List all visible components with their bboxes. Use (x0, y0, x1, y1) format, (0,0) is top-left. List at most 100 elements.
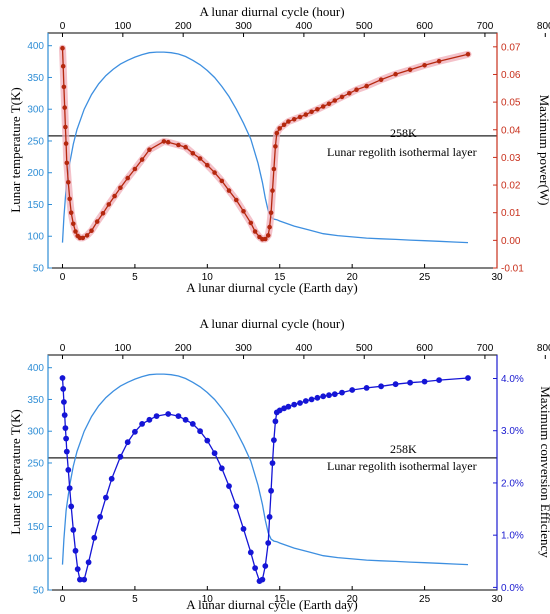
efficiency-point (63, 435, 69, 442)
efficiency-point (266, 514, 273, 520)
right-y-tick-label: 0.06 (501, 70, 521, 81)
power-point (274, 130, 280, 136)
x-tick-label: 5 (132, 272, 138, 283)
power-point (354, 87, 359, 92)
power-point (67, 196, 72, 202)
temperature-line (61, 51, 469, 244)
x-tick-label: 5 (132, 594, 138, 605)
top-x-tick-label: 500 (356, 343, 373, 354)
efficiency-point (233, 503, 240, 510)
efficiency-point (291, 401, 298, 408)
top-x-tick-label: 600 (416, 343, 433, 354)
efficiency-point (349, 387, 356, 393)
left-y-tick-label: 400 (27, 363, 44, 374)
power-point (106, 202, 112, 207)
power-point (68, 210, 74, 215)
efficiency-point (108, 475, 115, 482)
left-y-tick-label: 200 (27, 490, 44, 501)
top-x-tick-label: 800 (537, 21, 550, 32)
power-point (277, 126, 283, 131)
x-tick-label: 20 (347, 272, 359, 283)
efficiency-point (62, 425, 69, 431)
axes: 0510152025300100200300400500600700800501… (27, 21, 550, 283)
power-point (125, 175, 130, 181)
x-tick-label: 0 (60, 272, 66, 283)
efficiency-point (74, 566, 81, 572)
right-y-tick-label: 0.02 (501, 181, 521, 192)
power-point (252, 229, 258, 234)
top-x-tick-label: 700 (477, 21, 494, 32)
power-point (326, 101, 332, 107)
efficiency-point (262, 563, 269, 569)
power-point (112, 193, 117, 199)
efficiency-point (204, 437, 211, 444)
right-y-tick-label: 2.0% (501, 478, 524, 489)
top-x-tick-label: 200 (175, 343, 192, 354)
efficiency-point (271, 437, 277, 443)
power-point (219, 178, 225, 184)
isotherm-layer-label: Lunar regolith isothermal layer (327, 459, 477, 473)
efficiency-point (60, 386, 67, 392)
power-point (205, 162, 210, 168)
power-point (248, 220, 254, 226)
right-y-tick-label: 4.0% (501, 374, 524, 385)
x-tick-label: 30 (491, 594, 503, 605)
power-point (234, 197, 239, 203)
power-point (71, 221, 76, 227)
efficiency-point (70, 527, 77, 533)
power-point (265, 233, 271, 238)
top-x-tick-label: 400 (296, 21, 313, 32)
bottom-x-axis-title: A lunar diurnal cycle (Earth day) (186, 280, 357, 295)
power-point (161, 139, 167, 144)
power-point (139, 157, 145, 162)
right-y-axis-title: Maximum power(W) (537, 95, 550, 206)
left-y-tick-label: 300 (27, 427, 44, 438)
power-point (364, 83, 369, 89)
efficiency-point (240, 526, 247, 532)
left-y-tick-label: 50 (33, 264, 45, 275)
isotherm-value-label: 258K (390, 126, 417, 140)
power-point (118, 185, 123, 191)
efficiency-point (436, 377, 442, 383)
efficiency-point (65, 467, 72, 473)
power-point (407, 67, 413, 73)
power-point (183, 144, 188, 150)
power-point (62, 105, 67, 110)
top-x-tick-label: 100 (114, 21, 131, 32)
efficiency-point (91, 534, 98, 541)
axes: 0510152025300100200300400500600700800501… (27, 343, 550, 605)
power-point (465, 52, 471, 57)
efficiency-point (124, 439, 131, 446)
left-y-tick-label: 100 (27, 232, 44, 243)
top-x-tick-label: 800 (537, 343, 550, 354)
left-y-tick-label: 350 (27, 73, 44, 84)
top-x-tick-label: 400 (296, 343, 313, 354)
efficiency-point (103, 494, 109, 501)
power-point (315, 107, 320, 112)
top-x-tick-label: 0 (60, 21, 66, 32)
right-y-tick-label: 1.0% (501, 531, 524, 542)
top-x-tick-label: 700 (477, 343, 494, 354)
efficiency-point (226, 483, 232, 489)
efficiency-point (331, 391, 338, 398)
efficiency-point (339, 389, 345, 396)
right-y-tick-label: 0.07 (501, 42, 521, 53)
top-x-tick-label: 500 (356, 21, 373, 32)
efficiency-point (66, 485, 73, 492)
efficiency-point (59, 375, 66, 381)
efficiency-point (314, 394, 321, 401)
x-tick-label: 20 (347, 594, 359, 605)
power-point (63, 141, 69, 146)
power-point (291, 117, 297, 122)
efficiency-point (153, 413, 160, 419)
efficiency-point (165, 411, 172, 417)
efficiency-point (268, 487, 274, 494)
efficiency-point (421, 378, 428, 385)
right-y-tick-label: 3.0% (501, 426, 524, 437)
efficiency-point (139, 421, 146, 427)
efficiency-point (363, 385, 370, 391)
left-y-tick-label: 200 (27, 168, 44, 179)
right-y-axis-title: Maximum conversion Efficiency (538, 386, 550, 558)
x-tick-label: 0 (60, 594, 66, 605)
